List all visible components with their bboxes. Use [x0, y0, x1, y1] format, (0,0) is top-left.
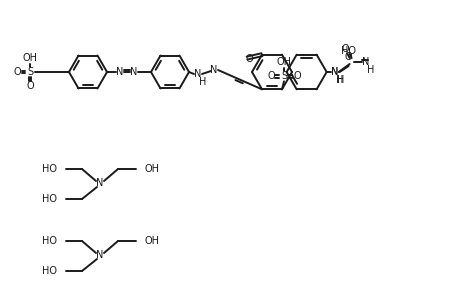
Text: N: N	[194, 69, 201, 79]
Text: O: O	[293, 71, 300, 81]
Text: O: O	[26, 81, 34, 91]
Text: N: N	[210, 65, 217, 75]
Text: H: H	[199, 77, 206, 87]
Text: S: S	[280, 71, 287, 81]
Text: OH: OH	[22, 53, 37, 63]
Text: H: H	[336, 75, 344, 85]
Text: OH: OH	[145, 236, 160, 246]
Text: O: O	[13, 67, 21, 77]
Text: O: O	[341, 44, 349, 54]
Text: O: O	[267, 71, 274, 81]
Text: O: O	[245, 54, 252, 64]
Text: N: N	[130, 67, 137, 77]
Text: N: N	[330, 67, 338, 77]
Text: N: N	[361, 57, 369, 67]
Text: HO: HO	[42, 266, 57, 276]
Text: S: S	[27, 67, 33, 77]
Text: N: N	[96, 178, 103, 188]
Text: OH: OH	[145, 164, 160, 174]
Text: H: H	[366, 65, 374, 75]
Text: HO: HO	[42, 236, 57, 246]
Text: HO: HO	[42, 194, 57, 204]
Text: HO: HO	[42, 164, 57, 174]
Text: OH: OH	[276, 57, 291, 67]
Text: H: H	[335, 75, 343, 85]
Text: HO: HO	[340, 46, 355, 56]
Text: O: O	[344, 52, 352, 62]
Text: N: N	[96, 250, 103, 260]
Text: N: N	[330, 67, 338, 77]
Text: N: N	[116, 67, 123, 77]
